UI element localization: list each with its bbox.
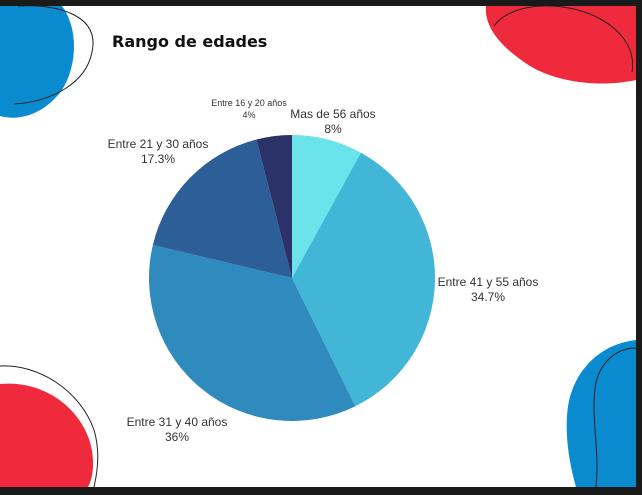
pie-slice <box>292 152 435 407</box>
pie-slice <box>148 245 356 422</box>
slice-label-value: 36% <box>165 430 189 444</box>
blob-bottom-right-outline <box>593 347 636 487</box>
blob-top-left <box>0 6 94 118</box>
slice-label-value: 4% <box>242 110 255 120</box>
slice-label-name: Entre 41 y 55 años <box>438 275 539 289</box>
pie-slice <box>152 139 292 278</box>
blob-bottom-right-shape <box>566 340 636 487</box>
slice-label-name: Mas de 56 años <box>290 107 375 121</box>
blob-bottom-left-shape <box>0 383 94 487</box>
slide: Rango de edades Mas de 56 años 8% Entre 41… <box>0 6 636 487</box>
blob-top-right-shape <box>485 6 636 84</box>
blob-bottom-left-outline <box>0 365 99 487</box>
slice-label-name: Entre 21 y 30 años <box>108 137 209 151</box>
slice-label-name: Entre 31 y 40 años <box>127 415 228 429</box>
slice-label-value: 34.7% <box>471 290 505 304</box>
blob-top-left-shape <box>0 6 74 118</box>
blob-top-right-outline <box>493 6 634 73</box>
slice-label-value: 17.3% <box>141 152 175 166</box>
blob-top-left-outline <box>13 6 94 105</box>
slice-label: Entre 16 y 20 años 4% <box>211 98 287 120</box>
pie-slice <box>292 135 361 278</box>
blob-bottom-left <box>0 365 99 487</box>
slice-label-name: Entre 16 y 20 años <box>211 98 287 108</box>
pie-slice <box>256 135 292 278</box>
chart-title: Rango de edades <box>112 32 268 51</box>
blob-bottom-right <box>566 340 636 487</box>
slice-label-value: 8% <box>324 122 342 136</box>
blob-top-right <box>485 6 636 84</box>
